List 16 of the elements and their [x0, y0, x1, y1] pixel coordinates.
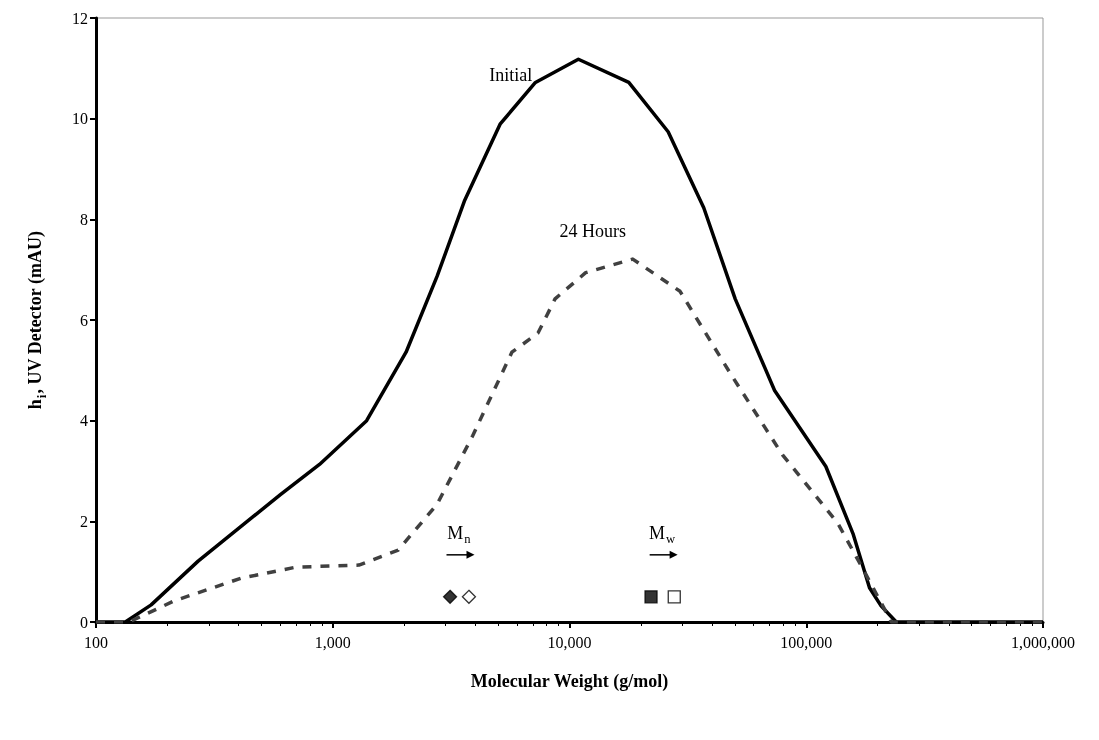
x-axis-title: Molecular Weight (g/mol)	[470, 671, 669, 692]
x-tick-label: 100,000	[780, 633, 833, 651]
y-tick-label: 4	[80, 412, 88, 430]
y-axis-title: hi, UV Detector (mAU)	[25, 231, 49, 410]
x-tick-label: 1,000,000	[1011, 633, 1075, 651]
x-tick-label: 100	[84, 633, 108, 651]
y-tick-label: 2	[80, 512, 88, 530]
series-label: Initial	[489, 65, 533, 86]
x-tick-label: 10,000	[547, 633, 592, 651]
y-tick-label: 8	[80, 210, 88, 228]
x-tick-label: 1,000	[314, 633, 351, 651]
y-tick-label: 12	[72, 9, 88, 27]
y-tick-label: 6	[80, 311, 88, 329]
y-tick-label: 10	[72, 110, 88, 128]
series-label: 24 Hours	[559, 221, 626, 242]
y-tick-label: 0	[80, 613, 88, 631]
